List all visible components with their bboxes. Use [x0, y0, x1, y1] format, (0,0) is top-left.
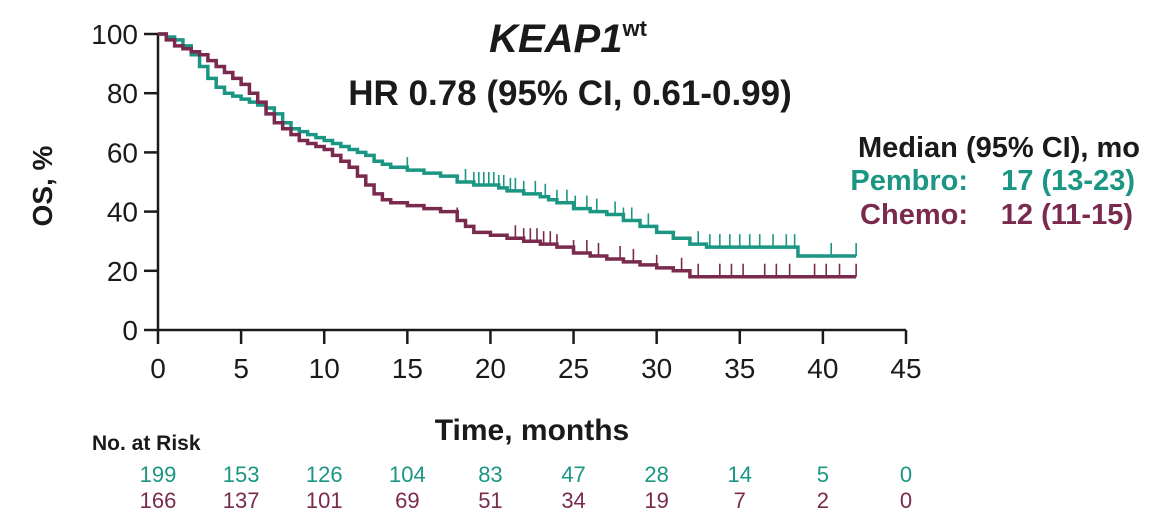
legend-entry-chemo-value: 12 (11-15)	[1001, 199, 1133, 231]
risk-value-chemo: 34	[561, 488, 585, 513]
series-pembro	[158, 32, 857, 258]
risk-value-pembro: 126	[306, 462, 343, 487]
x-tick-label: 5	[233, 353, 249, 384]
risk-value-pembro: 14	[728, 462, 752, 487]
x-tick-label: 45	[890, 353, 921, 384]
risk-value-pembro: 28	[644, 462, 668, 487]
series-layer	[158, 32, 857, 279]
y-axis-label: OS, %	[27, 145, 58, 226]
risk-value-chemo: 69	[395, 488, 419, 513]
y-tick-label: 80	[107, 78, 138, 109]
x-tick-label: 10	[309, 353, 340, 384]
y-tick-label: 20	[107, 256, 138, 287]
axes	[144, 32, 908, 344]
chart-title: KEAP1wt	[489, 16, 648, 61]
chart-title-superscript: wt	[621, 16, 647, 41]
legend-entry-pembro-label: Pembro:	[850, 165, 968, 197]
risk-value-pembro: 104	[389, 462, 426, 487]
risk-value-pembro: 47	[561, 462, 585, 487]
x-tick-label: 30	[641, 353, 672, 384]
risk-value-chemo: 7	[734, 488, 746, 513]
risk-value-chemo: 0	[900, 488, 912, 513]
y-tick-label: 60	[107, 137, 138, 168]
risk-value-chemo: 137	[223, 488, 260, 513]
x-tick-label: 40	[807, 353, 838, 384]
y-tick-label: 40	[107, 197, 138, 228]
x-tick-label: 35	[724, 353, 755, 384]
legend-entry-pembro-value: 17 (13-23)	[1001, 165, 1135, 197]
series-line-pembro	[158, 32, 857, 258]
risk-value-chemo: 19	[644, 488, 668, 513]
series-line-chemo	[158, 32, 857, 279]
x-tick-label: 20	[475, 353, 506, 384]
x-tick-label: 0	[150, 353, 166, 384]
legend: Median (95% CI), mo Pembro: 17 (13-23) C…	[850, 132, 1140, 231]
risk-table-label: No. at Risk	[92, 432, 201, 455]
y-tick-label: 0	[122, 315, 138, 346]
y-tick-label: 100	[91, 19, 138, 50]
risk-value-chemo: 2	[817, 488, 829, 513]
risk-value-pembro: 153	[223, 462, 260, 487]
risk-value-pembro: 5	[817, 462, 829, 487]
risk-value-chemo: 166	[140, 488, 177, 513]
risk-value-chemo: 51	[478, 488, 502, 513]
x-axis-label: Time, months	[435, 414, 629, 447]
x-tick-label: 15	[392, 353, 423, 384]
legend-entry-chemo-label: Chemo:	[860, 199, 968, 231]
series-chemo	[158, 32, 857, 279]
risk-value-chemo: 101	[306, 488, 343, 513]
x-tick-label: 25	[558, 353, 589, 384]
legend-title: Median (95% CI), mo	[858, 132, 1140, 164]
chart-subtitle: HR 0.78 (95% CI, 0.61-0.99)	[348, 74, 792, 113]
risk-value-pembro: 0	[900, 462, 912, 487]
chart-title-main: KEAP1	[489, 17, 622, 61]
risk-value-pembro: 199	[140, 462, 177, 487]
tick-labels: 0 20 40 60 80 100 0 5 10 15 20 25 30 35 40 45	[91, 19, 921, 384]
risk-table: 199 153 126 104 83 47 28 14 5 0 166 137 101 69 51 34 19 7…	[140, 462, 912, 513]
risk-value-pembro: 83	[478, 462, 502, 487]
